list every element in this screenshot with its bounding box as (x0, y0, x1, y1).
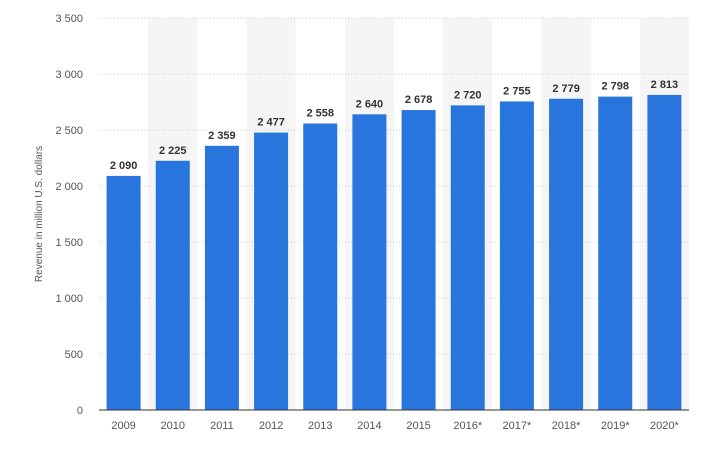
y-tick-label: 0 (77, 405, 83, 417)
x-tick-label: 2013 (308, 420, 332, 432)
x-tick-label: 2019* (601, 420, 630, 432)
y-axis-label: Revenue in million U.S. dollars (34, 146, 45, 282)
x-tick-label: 2017* (503, 420, 532, 432)
x-tick-label: 2012 (259, 420, 283, 432)
bar (204, 145, 239, 411)
x-tick-label: 2011 (210, 420, 234, 432)
data-label: 2 755 (503, 85, 531, 97)
bar (549, 98, 584, 410)
x-tick-label: 2009 (111, 420, 135, 432)
bar (598, 96, 633, 411)
bar (499, 101, 534, 410)
bar (352, 114, 387, 410)
x-tick-label: 2018* (552, 420, 581, 432)
bar (254, 132, 289, 411)
data-label: 2 090 (110, 160, 138, 172)
data-label: 2 640 (356, 98, 384, 110)
y-tick-label: 1 000 (55, 293, 83, 305)
gridlines (99, 17, 689, 355)
data-labels: 2 090 2 225 2 359 2 477 2 558 2 640 2 678 2 720… (110, 79, 678, 172)
bar (647, 94, 682, 410)
data-label: 2 359 (208, 130, 236, 142)
bars (106, 94, 682, 411)
y-tick-label: 1 500 (55, 237, 83, 249)
x-tick-label: 2010 (161, 420, 185, 432)
data-label: 2 798 (601, 81, 629, 93)
x-tick-label: 2014 (357, 420, 381, 432)
bar (106, 175, 141, 410)
x-axis-ticks: 2009 2010 2011 2012 2013 2014 2015 2016* 2017* 20… (111, 420, 679, 432)
y-tick-label: 2 500 (55, 125, 83, 137)
data-label: 2 779 (552, 83, 580, 95)
bar (155, 160, 190, 410)
data-label: 2 720 (454, 89, 482, 101)
data-label: 2 477 (257, 117, 285, 129)
data-label: 2 678 (405, 94, 433, 106)
data-label: 2 813 (651, 79, 679, 91)
y-tick-label: 500 (65, 349, 83, 361)
y-tick-label: 3 000 (55, 69, 83, 81)
data-label: 2 225 (159, 145, 187, 157)
bar (401, 110, 436, 411)
bar (450, 105, 485, 411)
x-tick-label: 2020* (650, 420, 679, 432)
y-tick-label: 3 500 (55, 13, 83, 25)
x-tick-label: 2015 (406, 420, 430, 432)
x-tick-label: 2016* (453, 420, 482, 432)
bar (303, 123, 338, 410)
data-label: 2 558 (306, 108, 334, 120)
y-tick-label: 2 000 (55, 181, 83, 193)
y-axis-ticks: 0 500 1 000 1 500 2 000 2 500 3 000 3 500 (55, 13, 83, 417)
